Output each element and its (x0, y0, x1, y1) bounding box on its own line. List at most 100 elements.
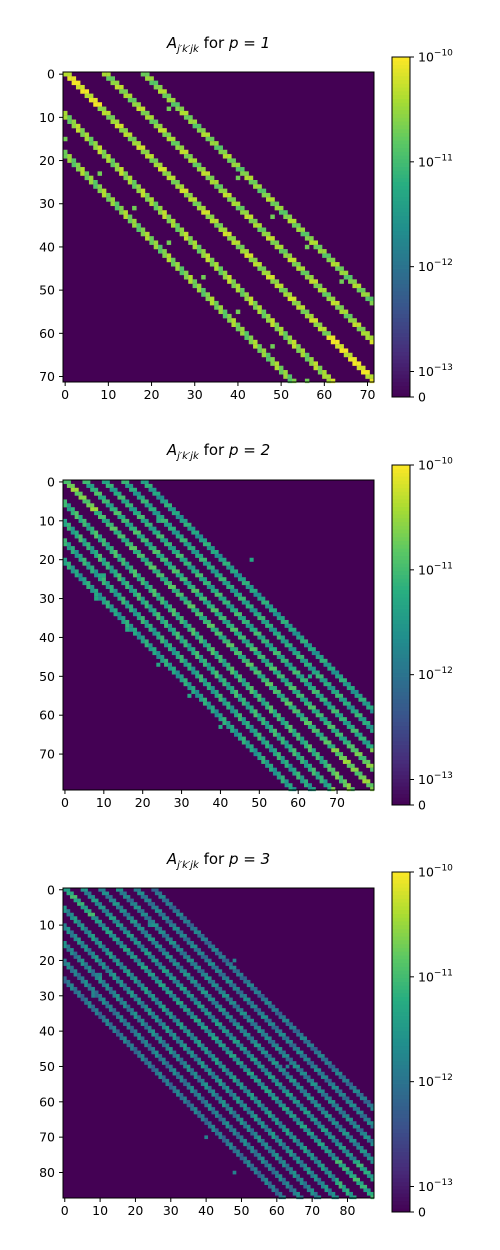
heatmap-cell (148, 483, 153, 488)
heatmap-cell (283, 287, 288, 293)
heatmap-cell (167, 561, 172, 566)
heatmap-cell (175, 612, 180, 617)
heatmap-cell (271, 1184, 276, 1189)
heatmap-cell (350, 689, 355, 694)
heatmap-cell (169, 1047, 173, 1051)
heatmap-cell (226, 721, 231, 726)
heatmap-cell (226, 639, 231, 644)
heatmap-cell (306, 1188, 311, 1193)
heatmap-cell (153, 205, 159, 211)
heatmap-cell (253, 748, 258, 753)
heatmap-cell (239, 1008, 244, 1012)
heatmap-cell (282, 1145, 286, 1150)
heatmap-cell (167, 604, 172, 609)
heatmap-cell (153, 80, 159, 86)
heatmap-cell (179, 188, 185, 194)
heatmap-cell (317, 283, 323, 289)
heatmap-cell (94, 941, 99, 945)
heatmap-cell (151, 905, 156, 910)
heatmap-cell (317, 1050, 322, 1055)
heatmap-cell (307, 767, 312, 772)
heatmap-cell (322, 292, 327, 297)
heatmap-cell (206, 546, 211, 551)
heatmap-cell (313, 1103, 318, 1108)
heatmap-cell (154, 1068, 159, 1072)
heatmap-cell (137, 962, 141, 966)
colorbar-segment (392, 211, 410, 217)
heatmap-cell (342, 1145, 346, 1150)
heatmap-cell (170, 179, 176, 185)
heatmap-cell (366, 1117, 371, 1122)
heatmap-cell (319, 713, 324, 718)
heatmap-cell (326, 335, 331, 340)
heatmap-cell (354, 689, 359, 694)
heatmap-cell (276, 732, 281, 737)
heatmap-cell (265, 600, 270, 605)
heatmap-cell (232, 983, 237, 988)
heatmap-cell (158, 1036, 163, 1041)
heatmap-panel-1: Aj′k′jk for p = 10 10 20 30 40 50 60 7001020304… (39, 34, 453, 405)
heatmap-cell (260, 1107, 265, 1111)
heatmap-cell (140, 495, 145, 500)
heatmap-cell (154, 941, 159, 945)
heatmap-cell (248, 179, 254, 185)
heatmap-cell (130, 1025, 134, 1030)
colorbar-segment (392, 635, 410, 640)
heatmap-cell (200, 937, 205, 942)
heatmap-cell (349, 1100, 353, 1104)
heatmap-cell (232, 986, 237, 991)
heatmap-cell (97, 557, 103, 562)
heatmap-cell (80, 962, 85, 966)
heatmap-cell (230, 608, 235, 613)
heatmap-cell (362, 697, 367, 702)
heatmap-cell (274, 201, 280, 207)
heatmap-cell (320, 1107, 325, 1111)
x-tick-label: 10 (100, 387, 116, 402)
heatmap-cell (214, 1001, 219, 1005)
colorbar-segment (392, 370, 410, 375)
heatmap-cell (265, 643, 270, 648)
heatmap-cell (66, 526, 71, 531)
heatmap-cell (239, 1047, 244, 1051)
heatmap-cell (193, 926, 198, 931)
heatmap-cell (63, 561, 68, 566)
heatmap-cell (335, 339, 340, 345)
heatmap-cell (195, 569, 200, 574)
heatmap-cell (106, 76, 111, 81)
heatmap-cell (229, 1001, 233, 1005)
heatmap-cell (358, 775, 363, 780)
heatmap-cell (276, 651, 281, 656)
heatmap-cell (310, 1096, 315, 1101)
heatmap-cell (275, 1029, 279, 1034)
heatmap-cell (158, 1075, 163, 1079)
heatmap-cell (331, 1174, 336, 1178)
heatmap-cell (164, 604, 169, 609)
heatmap-cell (241, 736, 246, 741)
heatmap-cell (199, 693, 204, 698)
heatmap-cell (278, 1138, 283, 1143)
heatmap-cell (152, 565, 157, 570)
heatmap-cell (154, 1071, 159, 1076)
heatmap-cell (218, 972, 223, 977)
heatmap-cell (229, 983, 233, 988)
heatmap-cell (169, 990, 173, 995)
heatmap-cell (175, 141, 180, 146)
heatmap-cell (261, 309, 267, 315)
heatmap-cell (144, 1039, 148, 1044)
heatmap-cell (70, 891, 74, 896)
heatmap-cell (123, 171, 128, 176)
heatmap-cell (288, 767, 293, 772)
heatmap-cell (94, 955, 99, 959)
heatmap-cell (278, 331, 284, 336)
heatmap-cell (229, 1128, 233, 1132)
heatmap-cell (339, 779, 344, 784)
heatmap-cell (232, 1078, 237, 1083)
heatmap-cell (214, 1018, 219, 1023)
heatmap-cell (299, 1145, 304, 1150)
heatmap-cell (158, 983, 163, 988)
heatmap-cell (201, 249, 206, 254)
heatmap-cell (349, 1153, 353, 1157)
heatmap-cell (304, 357, 310, 362)
heatmap-cell (257, 1047, 262, 1051)
heatmap-cell (154, 909, 159, 913)
